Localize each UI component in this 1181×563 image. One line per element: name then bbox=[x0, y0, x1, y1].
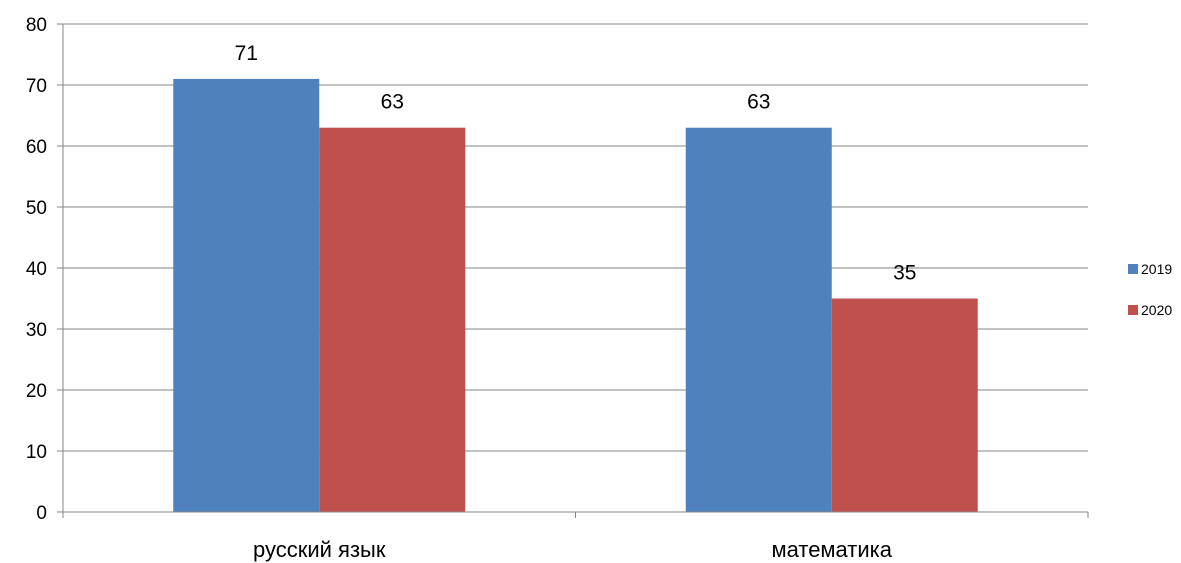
bar-2020 bbox=[831, 298, 978, 512]
y-tick-label: 60 bbox=[26, 137, 47, 158]
y-tick-label: 80 bbox=[26, 15, 47, 36]
y-tick-label: 20 bbox=[26, 381, 47, 402]
y-tick-label: 70 bbox=[26, 76, 47, 97]
axes bbox=[57, 23, 1089, 518]
bar-2019 bbox=[685, 127, 832, 512]
legend-label: 2019 bbox=[1141, 261, 1172, 277]
y-tick-label: 0 bbox=[36, 503, 47, 524]
y-tick-label: 10 bbox=[26, 442, 47, 463]
legend-swatch-2020 bbox=[1128, 305, 1138, 315]
bar-2020 bbox=[319, 127, 466, 512]
legend-label: 2020 bbox=[1141, 302, 1172, 318]
data-labels: 71 63 63 35 bbox=[235, 42, 917, 285]
y-tick-labels: 0 10 20 30 40 50 60 70 80 bbox=[26, 15, 47, 524]
data-label: 63 bbox=[747, 91, 770, 114]
data-label: 71 bbox=[235, 42, 258, 65]
x-category-labels: русский язык математика bbox=[253, 537, 893, 562]
legend: 2019 2020 bbox=[1128, 261, 1172, 318]
y-tick-label: 50 bbox=[26, 198, 47, 219]
bars bbox=[173, 78, 978, 513]
x-category-label: математика bbox=[771, 537, 892, 562]
y-tick-label: 40 bbox=[26, 259, 47, 280]
x-category-label: русский язык bbox=[253, 537, 386, 562]
legend-swatch-2019 bbox=[1128, 264, 1138, 274]
data-label: 63 bbox=[381, 91, 404, 114]
data-label: 35 bbox=[893, 262, 916, 285]
y-tick-label: 30 bbox=[26, 320, 47, 341]
bar-2019 bbox=[173, 78, 320, 513]
